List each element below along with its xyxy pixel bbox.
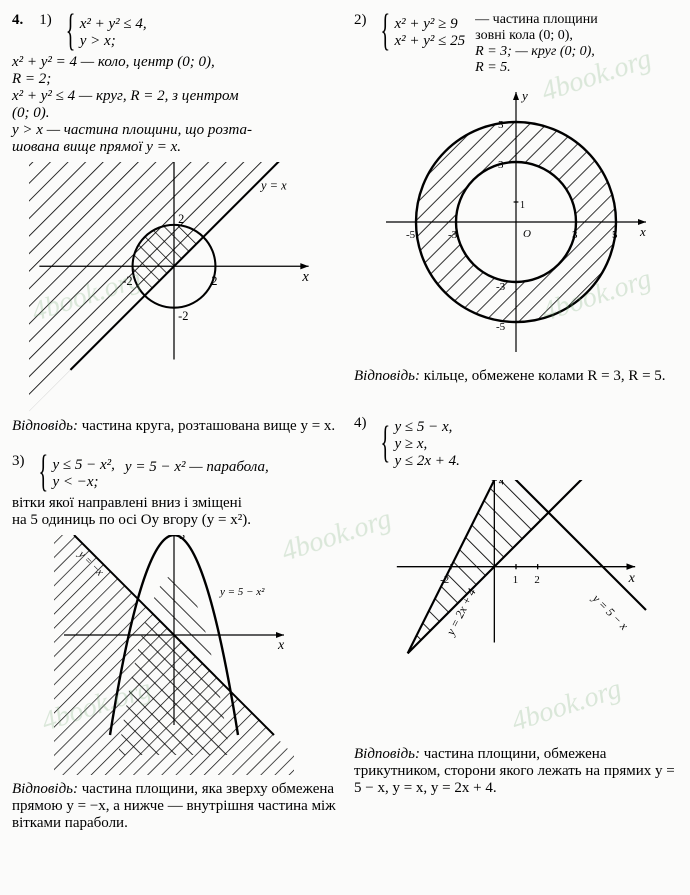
- system-line: y < −x;: [53, 474, 115, 491]
- text-line: x² + y² ≤ 4 — круг, R = 2, з центром: [12, 88, 336, 105]
- svg-text:1: 1: [513, 574, 518, 586]
- system-line: y > x;: [80, 33, 147, 50]
- answer-label: Відповідь:: [354, 368, 420, 384]
- answer: Відповідь: кільце, обмежене колами R = 3…: [354, 368, 678, 385]
- svg-text:-5: -5: [496, 321, 506, 333]
- system-line: y ≤ 5 − x²,: [53, 457, 115, 474]
- problem-4: 4) y ≤ 5 − x, y ≥ x, y ≤ 2x + 4.: [354, 415, 678, 797]
- tick-label: 5: [179, 535, 185, 542]
- side-text: R = 5.: [475, 60, 598, 76]
- text-line: (0; 0).: [12, 105, 336, 122]
- text-line: y > x — частина площини, що розта-: [12, 122, 336, 139]
- left-column: 4. 1) x² + y² ≤ 4, y > x; x² + y² = 4 — …: [12, 12, 336, 832]
- line-label: y = x: [259, 179, 287, 193]
- origin-label: O: [523, 228, 531, 240]
- text-line: вітки якої направлені вниз і зміщені: [12, 495, 336, 512]
- problem-1: 4. 1) x² + y² ≤ 4, y > x; x² + y² = 4 — …: [12, 12, 336, 435]
- subproblem-number: 3): [12, 453, 25, 470]
- subproblem-number: 4): [354, 415, 367, 432]
- system-line: x² + y² ≤ 4,: [80, 16, 147, 33]
- line-label: y = 5 − x: [589, 591, 632, 634]
- svg-text:-2: -2: [440, 574, 449, 586]
- svg-text:5: 5: [498, 119, 504, 131]
- answer: Відповідь: частина круга, розташована ви…: [12, 418, 336, 435]
- system-line: x² + y² ≥ 9: [395, 16, 466, 33]
- answer-text: частина круга, розташована вище y = x.: [78, 418, 335, 434]
- axis-label: x: [628, 570, 636, 586]
- side-text: R = 3; — круг (0; 0),: [475, 44, 598, 60]
- svg-text:-3: -3: [496, 281, 506, 293]
- system-line: y ≤ 2x + 4.: [395, 453, 460, 470]
- figure-1: x y 2 -2 2 -2 y = x: [29, 162, 319, 412]
- axis-label: x: [639, 224, 646, 239]
- system-line: x² + y² ≤ 25: [395, 33, 466, 50]
- answer-label: Відповідь:: [12, 418, 78, 434]
- svg-text:2: 2: [534, 574, 539, 586]
- svg-text:3: 3: [572, 229, 578, 241]
- answer: Відповідь: частина площини, яка зверху о…: [12, 781, 336, 832]
- text-line: R = 2;: [12, 71, 336, 88]
- svg-text:-5: -5: [406, 229, 416, 241]
- svg-text:2: 2: [211, 274, 217, 288]
- problem-3: 3) y ≤ 5 − x², y < −x; y = 5 − x² — пара…: [12, 453, 336, 832]
- svg-text:4: 4: [499, 480, 505, 487]
- text-line: на 5 одиниць по осі Oy вгору (y = x²).: [12, 512, 336, 529]
- side-text: y = 5 − x² — парабола,: [125, 453, 269, 476]
- svg-text:2: 2: [178, 212, 184, 226]
- problem-number: 4.: [12, 12, 23, 29]
- answer: Відповідь: частина площини, обмежена три…: [354, 746, 678, 797]
- system-line: y ≥ x,: [395, 436, 460, 453]
- svg-text:-3: -3: [448, 229, 458, 241]
- figure-4: x y 1 2 -2 4 5 y = x y = 5 − x y = 2x + …: [366, 480, 666, 740]
- subproblem-number: 2): [354, 12, 367, 29]
- svg-text:-2: -2: [122, 274, 132, 288]
- svg-text:-2: -2: [178, 309, 188, 323]
- axis-label: x: [301, 269, 309, 285]
- problem-2: 2) x² + y² ≥ 9 x² + y² ≤ 25 — частина пл…: [354, 12, 678, 385]
- curve-label: y = 5 − x²: [219, 586, 265, 598]
- answer-label: Відповідь:: [354, 746, 420, 762]
- axis-label: y: [520, 88, 528, 103]
- answer-label: Відповідь:: [12, 781, 78, 797]
- text-line: x² + y² = 4 — коло, центр (0; 0),: [12, 54, 336, 71]
- side-text: — частина площини: [475, 12, 598, 28]
- axis-label: x: [277, 638, 285, 653]
- subproblem-number: 1): [39, 12, 52, 29]
- answer-text: кільце, обмежене колами R = 3, R = 5.: [420, 368, 666, 384]
- figure-3: x y 5 y = 5 − x² y = −x: [29, 535, 319, 775]
- figure-2: x y O 1 3 5 -3 -5 3 5 -3 -5: [366, 82, 666, 362]
- tick-label: 1: [520, 200, 525, 211]
- svg-text:3: 3: [498, 159, 504, 171]
- system-line: y ≤ 5 − x,: [395, 419, 460, 436]
- svg-text:5: 5: [612, 229, 618, 241]
- side-text: зовні кола (0; 0),: [475, 28, 598, 44]
- right-column: 2) x² + y² ≥ 9 x² + y² ≤ 25 — частина пл…: [354, 12, 678, 832]
- text-line: шована вище прямої y = x.: [12, 139, 336, 156]
